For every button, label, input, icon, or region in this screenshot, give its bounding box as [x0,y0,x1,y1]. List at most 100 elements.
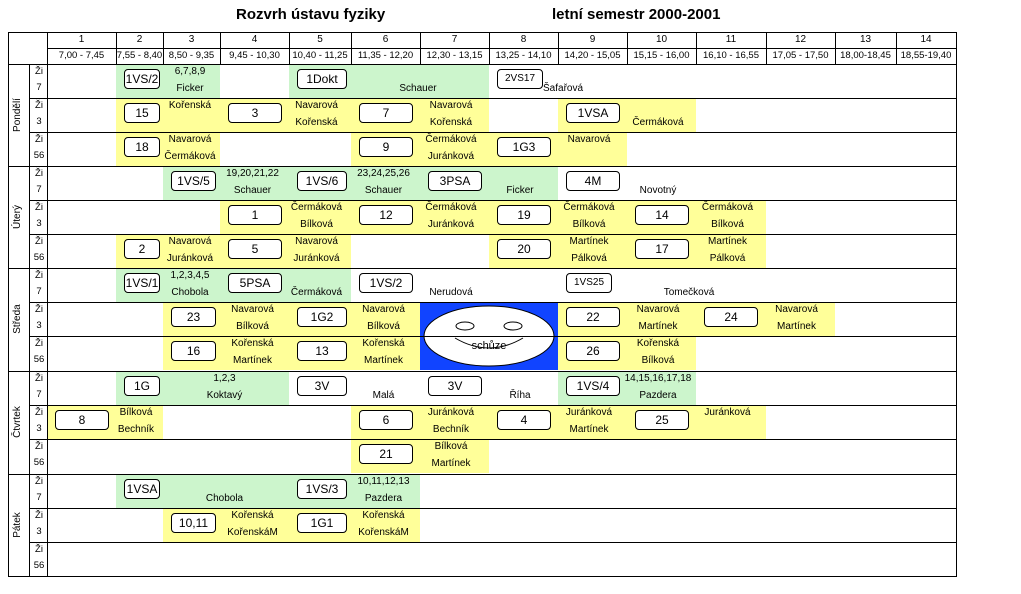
header-column-line [220,32,221,65]
course-box[interactable]: 7 [359,103,413,123]
course-box[interactable]: 1VS/5 [171,171,216,191]
course-box[interactable]: 6 [359,410,413,430]
period-number: 8 [520,34,527,45]
course-box[interactable]: 4M [566,171,620,191]
event-teacher: Pazdera [639,390,677,401]
course-box[interactable]: 18 [124,137,160,157]
course-box[interactable]: 2VS17 [497,69,543,89]
period-time: 18,55-19,40 [900,50,952,61]
event-teacher: Pálková [709,253,746,264]
event-note-top: Čermáková [425,134,477,145]
course-box[interactable]: 4 [497,410,551,430]
event-teacher: Čermáková [290,287,343,298]
course-box[interactable]: 12 [359,205,413,225]
course-box[interactable]: 20 [497,239,551,259]
room-label-number: 7 [36,389,42,400]
header-column-line [116,32,117,65]
course-box[interactable]: 14 [635,205,689,225]
event-teacher: Pazdera [364,493,403,504]
event-teacher: Ficker [506,185,534,196]
day-divider [8,371,957,372]
period-time: 7,55 - 8,40 [116,50,163,61]
course-box[interactable]: 9 [359,137,413,157]
course-box[interactable]: 25 [635,410,689,430]
event-teacher: Čermáková [164,151,216,162]
event-teacher: Kořenská [429,117,473,128]
course-box[interactable]: 1Dokt [297,69,347,89]
period-time: 9,45 - 10,30 [229,50,280,61]
header-divider [47,48,957,49]
period-number: 14 [920,34,932,45]
course-box[interactable]: 3V [428,376,482,396]
course-box[interactable]: 5 [228,239,282,259]
event-note-top: Bílková [434,441,468,452]
course-box[interactable]: 1 [228,205,282,225]
room-label-number: 7 [36,286,42,297]
event-note-top: Navarová [295,236,338,247]
room-label-building: Ži [35,66,43,77]
room-column-line [47,32,48,577]
course-box[interactable]: 8 [55,410,109,430]
course-box[interactable]: 17 [635,239,689,259]
course-box[interactable]: 1VS/2 [124,69,160,89]
course-box[interactable]: 10,11 [171,513,216,533]
room-label-number: 3 [36,116,42,127]
course-box[interactable]: 23 [171,307,216,327]
course-box[interactable]: 2 [124,239,160,259]
event-teacher: KořenskáM [227,527,278,538]
course-box[interactable]: 13 [297,341,347,361]
event-teacher: Pálková [571,253,607,264]
course-box[interactable]: 16 [171,341,216,361]
course-box[interactable]: 1G2 [297,307,347,327]
period-number: 2 [136,34,143,45]
course-box[interactable]: 1VS/4 [566,376,620,396]
course-box[interactable]: 1VSA [124,479,160,499]
row-divider [29,508,957,509]
course-box[interactable]: 21 [359,444,413,464]
course-box[interactable]: 1G1 [297,513,347,533]
course-box[interactable]: 1G3 [497,137,551,157]
event-teacher: Juránková [427,151,475,162]
course-box[interactable]: 15 [124,103,160,123]
course-box[interactable]: 26 [566,341,620,361]
period-number: 12 [794,34,807,45]
course-box[interactable]: 1VS/3 [297,479,347,499]
room-label-number: 3 [36,526,42,537]
course-box[interactable]: 1G [124,376,160,396]
event-teacher: Novotný [639,185,677,196]
event-teacher: Bílková [572,219,606,230]
period-time: 10,40 - 11,25 [292,50,348,61]
day-label: Středa [11,304,23,334]
day-label: Úterý [11,205,23,229]
course-box[interactable]: 1VS/6 [297,171,347,191]
period-time: 11,35 - 12,20 [357,50,414,61]
row-divider [29,336,957,337]
header-column-line [896,32,897,65]
event-note-top: 19,20,21,22 [226,168,279,179]
event-teacher: Bílková [300,219,333,230]
course-box[interactable]: 3 [228,103,282,123]
event-note-top: Juránková [427,407,475,418]
event-teacher: Juránková [166,253,214,264]
day-divider [8,166,957,167]
event-teacher: Martínek [569,424,609,435]
room-label-building: Ži [35,100,43,111]
course-box[interactable]: 1VS/1 [124,273,160,293]
course-box[interactable]: 19 [497,205,551,225]
course-box[interactable]: 22 [566,307,620,327]
course-box[interactable]: 24 [704,307,758,327]
course-box[interactable]: 1VSA [566,103,620,123]
row-divider [29,200,957,201]
event-note-top: Kořenská [168,100,212,111]
event-note-top: Navarová [636,304,680,315]
event-note-top: 14,15,16,17,18 [624,373,692,384]
event-teacher: Martínek [364,355,403,366]
day-label: Pátek [11,512,23,538]
course-box[interactable]: 1VS/2 [359,273,413,293]
period-time: 15,15 - 16,00 [633,50,690,61]
course-box[interactable]: 3PSA [428,171,482,191]
course-box[interactable]: 5PSA [228,273,282,293]
event-note-top: Čermáková [563,202,615,213]
course-box[interactable]: 1VS25 [566,273,612,293]
course-box[interactable]: 3V [297,376,347,396]
